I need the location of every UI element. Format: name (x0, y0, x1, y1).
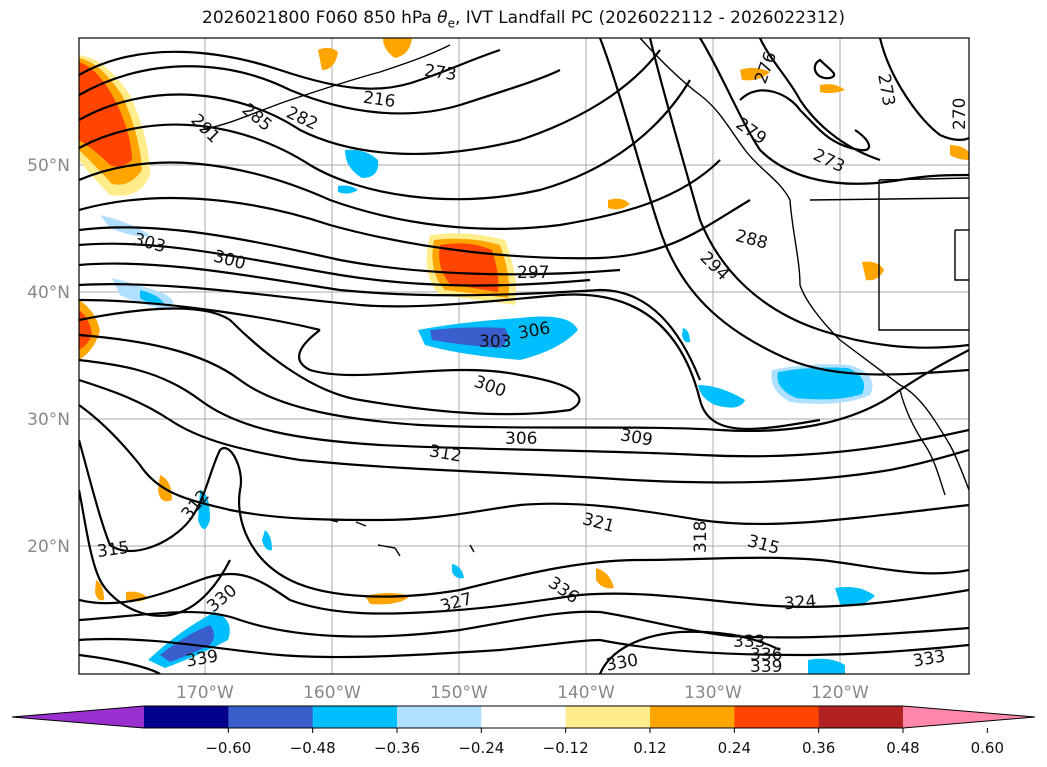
colorbar-tick-label: −0.24 (458, 739, 504, 757)
colorbar-segment (144, 706, 229, 728)
contour-label: 303 (479, 332, 511, 352)
colorbar-segment (818, 706, 904, 728)
colorbar-under-arrow (12, 706, 144, 728)
lon-label: 150°W (430, 683, 488, 703)
map-title: 2026021800 F060 850 hPa θe, IVT Landfall… (202, 8, 845, 31)
colorbar-tick-label: −0.60 (205, 739, 251, 757)
colorbar-over-arrow (903, 706, 1035, 728)
colorbar-tick-label: −0.36 (374, 739, 420, 757)
lon-label: 130°W (684, 683, 742, 703)
lon-label: 170°W (176, 683, 234, 703)
longitude-labels: 170°W 160°W 150°W 140°W 130°W 120°W (176, 683, 869, 703)
contour-label: 330 (604, 650, 639, 675)
colorbar-tick-label: 0.60 (971, 739, 1004, 757)
contour-label: 324 (783, 592, 817, 615)
lat-label: 40°N (27, 283, 70, 303)
contour-label: 339 (750, 657, 782, 677)
colorbar-segment (650, 706, 735, 728)
colorbar-tick-label: 0.48 (886, 739, 919, 757)
lon-label: 120°W (811, 683, 869, 703)
colorbar-tick-label: 0.24 (718, 739, 751, 757)
contour-label: 273 (423, 61, 458, 85)
pc-shading (79, 38, 969, 674)
colorbar-segment (228, 706, 314, 728)
colorbar-segment (734, 706, 820, 728)
contour-label: 333 (733, 632, 765, 652)
latitude-labels: 50°N 40°N 30°N 20°N (27, 156, 70, 557)
coastlines (199, 38, 969, 557)
contour-label: 318 (691, 521, 711, 553)
colorbar-tick-label: 0.36 (802, 739, 835, 757)
colorbar-tick-label: 0.12 (633, 739, 666, 757)
contour-label: 270 (950, 98, 970, 130)
lat-label: 30°N (27, 410, 70, 430)
colorbar-segment (481, 706, 567, 728)
colorbar-segment (565, 706, 651, 728)
contour-label: 306 (505, 429, 537, 449)
contour-label: 336 (750, 645, 782, 665)
contour-label: 216 (362, 88, 397, 112)
contour-label: 297 (517, 263, 549, 283)
lon-label: 140°W (557, 683, 615, 703)
lat-label: 50°N (27, 156, 70, 176)
lon-label: 160°W (303, 683, 361, 703)
colorbar-tick-label: −0.12 (543, 739, 589, 757)
lat-label: 20°N (27, 537, 70, 557)
colorbar-segment (397, 706, 482, 728)
theta-e-contours (79, 38, 969, 674)
map-frame (78, 37, 970, 675)
contour-label: 315 (96, 538, 131, 562)
colorbar-segment (312, 706, 398, 728)
colorbar-outline (11, 705, 1036, 729)
colorbar: −0.60 −0.48 −0.36 −0.24 −0.12 0.12 0.24 0.36 0.4… (11, 705, 1036, 757)
colorbar-tick-label: −0.48 (290, 739, 336, 757)
